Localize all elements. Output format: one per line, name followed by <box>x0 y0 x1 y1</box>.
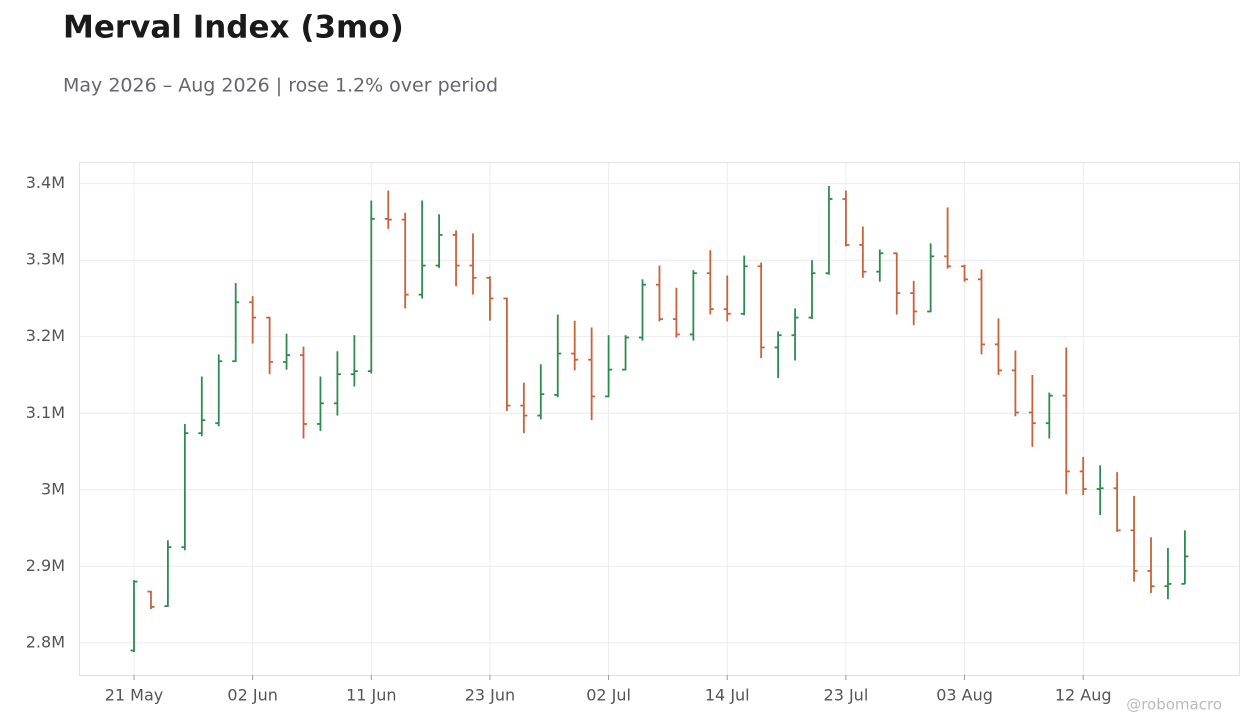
x-tick-label: 02 Jul <box>586 686 631 705</box>
x-tick-label: 23 Jul <box>824 686 869 705</box>
chart-title: Merval Index (3mo) <box>63 10 404 46</box>
x-tick-label: 03 Aug <box>936 686 993 705</box>
x-tick-label: 11 Jun <box>346 686 396 705</box>
watermark: @robomacro <box>1126 696 1222 714</box>
y-tick-label: 3.3M <box>26 250 65 269</box>
y-tick-label: 3.2M <box>26 326 65 345</box>
plot-frame <box>79 162 1240 676</box>
x-tick-label: 02 Jun <box>227 686 277 705</box>
x-tick-label: 14 Jul <box>705 686 750 705</box>
y-tick-label: 3.4M <box>26 173 65 192</box>
y-tick-label: 2.9M <box>26 556 65 575</box>
y-tick-label: 2.8M <box>26 632 65 651</box>
chart-subtitle: May 2026 – Aug 2026 | rose 1.2% over per… <box>63 75 498 97</box>
x-tick-label: 23 Jun <box>465 686 515 705</box>
y-tick-label: 3.1M <box>26 403 65 422</box>
y-tick-label: 3M <box>41 479 65 498</box>
x-tick-label: 12 Aug <box>1055 686 1112 705</box>
x-tick-label: 21 May <box>105 686 164 705</box>
